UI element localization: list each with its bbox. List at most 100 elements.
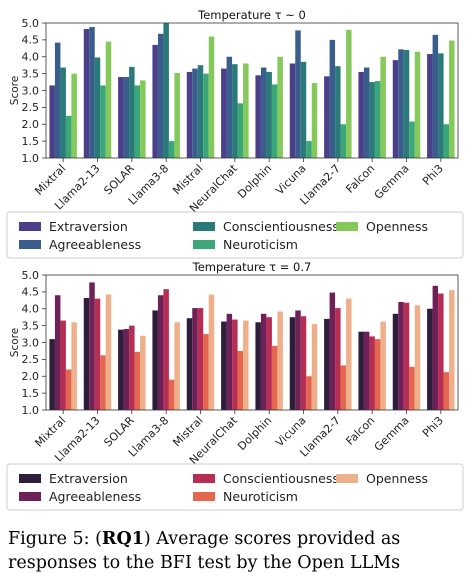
bar [255, 322, 261, 410]
x-tick-label: Dolphin [235, 162, 274, 201]
y-tick-label: 4.0 [22, 303, 40, 316]
chart-panel-2: 1.0 1.5 2.0 2.5 3.0 3.5 4.0 4.5 5.0 Score Temperat… [6, 260, 464, 511]
x-tick-label: Falcon [343, 162, 377, 196]
bar [289, 63, 296, 158]
legend-swatch [336, 474, 358, 483]
bar [266, 71, 272, 158]
y-tick-label: 3.0 [22, 84, 40, 97]
bar [449, 290, 455, 410]
bar [49, 339, 55, 411]
bar [83, 297, 90, 410]
legend-swatch [193, 240, 215, 249]
bar [94, 57, 101, 158]
bar [123, 329, 130, 410]
bar [152, 310, 158, 410]
y-axis-label: Score [9, 328, 21, 357]
y-tick-label: 5.0 [22, 17, 40, 30]
y-tick-label: 2.5 [22, 353, 40, 366]
legend-swatch [193, 474, 215, 483]
bar [226, 56, 233, 158]
bar [340, 365, 347, 410]
bar [168, 379, 175, 411]
bar [208, 294, 215, 410]
bar [346, 298, 352, 411]
bar [329, 292, 336, 410]
bar [192, 308, 198, 410]
bar [392, 60, 399, 159]
bar [277, 56, 283, 158]
bar [243, 320, 249, 410]
bar [186, 318, 193, 410]
bar [363, 331, 370, 410]
legend-swatch [193, 492, 215, 501]
legend-label: Extraversion [49, 471, 128, 486]
legend-label: Conscientiousness [223, 471, 339, 486]
bar [140, 335, 146, 410]
chart-title: Temperature τ = 0.7 [192, 260, 312, 274]
bar [163, 23, 169, 158]
bar [300, 316, 307, 410]
bar [232, 64, 238, 158]
bar [374, 339, 381, 411]
bar [118, 329, 124, 410]
bar [140, 80, 146, 159]
bar [414, 51, 421, 158]
y-tick-label: 4.5 [22, 34, 40, 47]
bar [94, 298, 101, 411]
bar [266, 317, 272, 410]
bar [100, 85, 106, 158]
bar [369, 82, 375, 158]
bar [427, 308, 433, 410]
y-tick-label: 2.0 [22, 118, 40, 131]
bar [369, 336, 375, 410]
bar [152, 44, 158, 158]
y-tick-label: 2.0 [22, 370, 40, 383]
bar [358, 331, 364, 410]
bar [54, 42, 61, 158]
y-tick-label: 4.5 [22, 286, 40, 299]
bar [237, 103, 244, 158]
bar [329, 39, 336, 159]
bar [203, 334, 209, 410]
caption-label: RQ1 [101, 529, 144, 549]
bar [403, 302, 410, 410]
legend: Extraversion Agreeableness Conscientiousne… [6, 463, 464, 511]
bar [324, 76, 330, 158]
y-tick-label: 2.5 [22, 101, 40, 114]
legend-label: Conscientiousness [223, 219, 339, 234]
bar [300, 61, 307, 159]
bar [174, 322, 180, 410]
y-tick-label: 5.0 [22, 269, 40, 282]
bar [374, 81, 381, 158]
y-tick-label: 1.0 [22, 404, 40, 417]
bar [260, 67, 267, 158]
bar [89, 27, 95, 158]
x-tick-label: Phi3 [420, 162, 446, 188]
legend: Extraversion Agreeableness Conscientiousne… [6, 211, 464, 259]
bar [398, 49, 404, 158]
bar [363, 67, 370, 158]
bar [392, 313, 399, 410]
bar [60, 67, 66, 158]
y-tick-label: 4.0 [22, 51, 40, 64]
legend-swatch [19, 222, 41, 231]
legend-swatch [336, 222, 358, 231]
legend-label: Neuroticism [223, 237, 298, 252]
legend-label: Openness [366, 219, 428, 234]
caption-text: ) Average scores provided as responses t… [8, 529, 401, 573]
bar [432, 285, 439, 410]
bar [409, 366, 415, 410]
bar [174, 72, 180, 158]
bar [335, 308, 341, 410]
bar [311, 83, 318, 158]
legend-label: Extraversion [49, 219, 128, 234]
bar [65, 115, 72, 158]
bar [168, 141, 175, 159]
bar [324, 318, 330, 411]
x-tick-label: Gemma [372, 414, 412, 454]
bar [49, 85, 55, 158]
bar [443, 372, 450, 410]
bar [295, 30, 301, 159]
bar [54, 295, 61, 410]
bar [105, 41, 112, 159]
